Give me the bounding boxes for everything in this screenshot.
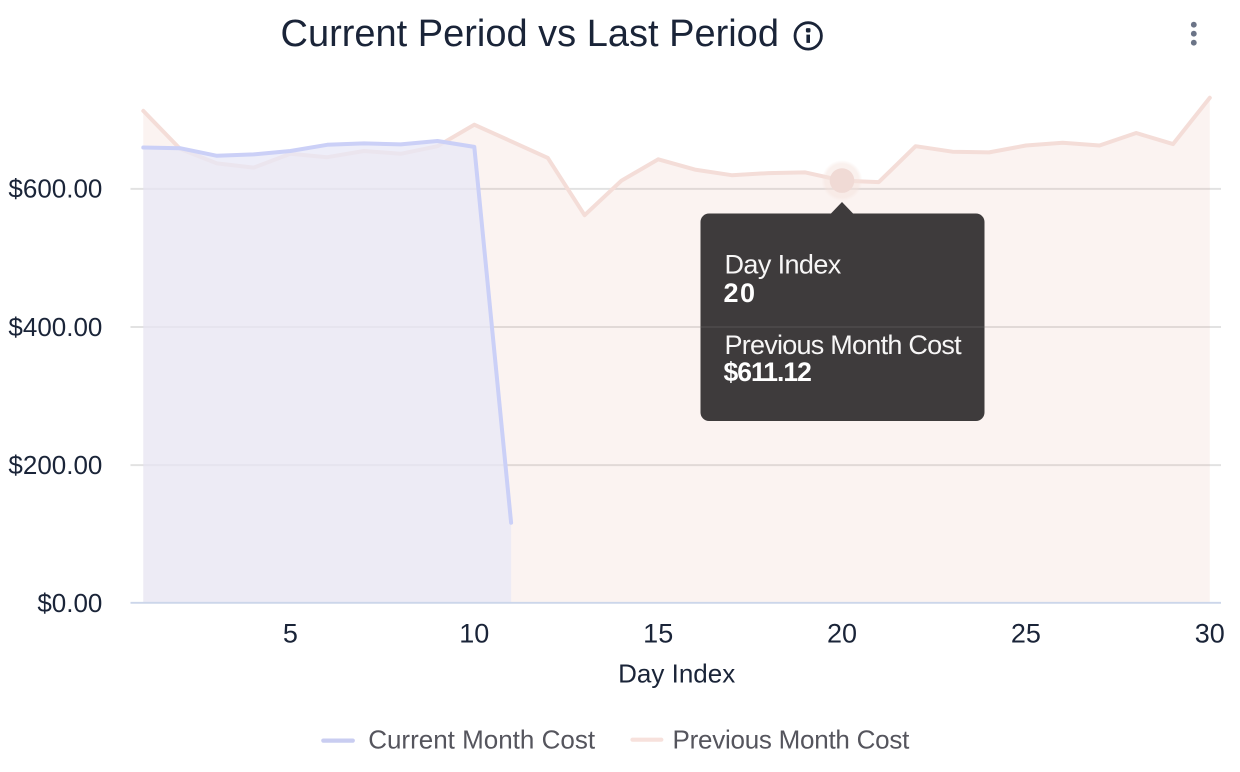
svg-text:Day Index: Day Index bbox=[725, 250, 842, 280]
svg-text:15: 15 bbox=[643, 619, 673, 649]
svg-text:30: 30 bbox=[1195, 619, 1225, 649]
svg-text:$600.00: $600.00 bbox=[8, 174, 102, 204]
svg-text:10: 10 bbox=[459, 619, 489, 649]
svg-text:$200.00: $200.00 bbox=[8, 450, 102, 480]
svg-text:Previous Month Cost: Previous Month Cost bbox=[725, 330, 963, 360]
svg-text:5: 5 bbox=[283, 619, 298, 649]
svg-text:Previous Month Cost: Previous Month Cost bbox=[673, 725, 911, 755]
svg-text:Current Month Cost: Current Month Cost bbox=[368, 725, 596, 755]
svg-text:$0.00: $0.00 bbox=[37, 588, 102, 618]
svg-text:$400.00: $400.00 bbox=[8, 312, 102, 342]
svg-text:Day Index: Day Index bbox=[618, 658, 735, 688]
svg-text:Current Period vs Last Period: Current Period vs Last Period bbox=[281, 13, 779, 55]
svg-text:20: 20 bbox=[827, 619, 857, 649]
svg-text:$611.12: $611.12 bbox=[724, 357, 812, 387]
svg-text:25: 25 bbox=[1011, 619, 1041, 649]
svg-text:20: 20 bbox=[724, 278, 757, 308]
